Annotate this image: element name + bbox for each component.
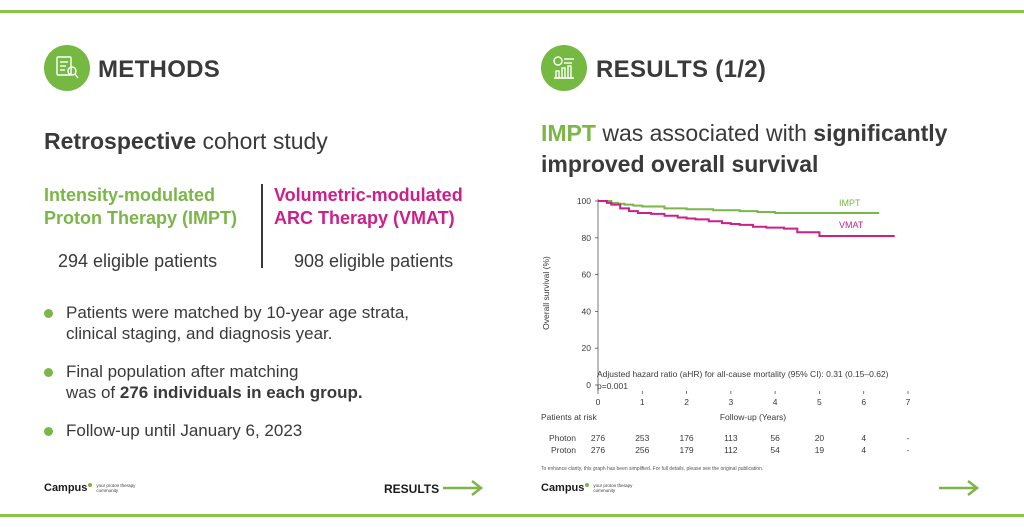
vmat-arm-line2: ARC Therapy (VMAT) bbox=[274, 208, 455, 228]
bottom-rule bbox=[0, 514, 1024, 517]
hazard-ratio-annotation: Adjusted hazard ratio (aHR) for all-caus… bbox=[597, 369, 889, 379]
bullet-line: clinical staging, and diagnosis year. bbox=[66, 324, 333, 343]
y-tick-label: 40 bbox=[582, 306, 592, 316]
impt-count: 294 eligible patients bbox=[58, 251, 218, 271]
x-axis-label: Follow-up (Years) bbox=[720, 412, 786, 422]
x-tick-label: 5 bbox=[817, 397, 822, 407]
results-link[interactable]: RESULTS bbox=[384, 482, 440, 496]
bullet-line: Patients were matched by 10-year age str… bbox=[66, 303, 410, 322]
y-axis-label: Overall survival (%) bbox=[541, 256, 551, 330]
brand-name: Campus bbox=[44, 482, 88, 494]
arm-divider bbox=[261, 184, 263, 268]
impt-arm-line2: Proton Therapy (IMPT) bbox=[44, 208, 237, 228]
campus-logo: Campus your proton therapy community bbox=[541, 482, 653, 494]
brand-tagline: your proton therapy community bbox=[593, 483, 633, 493]
risk-cell: 113 bbox=[724, 433, 738, 443]
risk-cell: - bbox=[907, 445, 910, 455]
risk-cell: 19 bbox=[815, 445, 825, 455]
y-tick-label: 20 bbox=[582, 343, 592, 353]
risk-cell: 4 bbox=[861, 433, 866, 443]
risk-cell: 276 bbox=[591, 433, 605, 443]
study-type-bold: Retrospective bbox=[44, 128, 197, 154]
impt-arm-line1: Intensity-modulated bbox=[44, 185, 216, 205]
bullet-line-2: was of 276 individuals in each group. bbox=[66, 382, 474, 403]
x-tick-label: 1 bbox=[640, 397, 645, 407]
chart-report-icon bbox=[541, 45, 587, 91]
risk-table-title: Patients at risk bbox=[541, 412, 597, 422]
methods-title: METHODS bbox=[98, 56, 221, 83]
risk-cell: 54 bbox=[770, 445, 780, 455]
clipboard-analysis-icon bbox=[44, 45, 90, 91]
risk-cell: 176 bbox=[679, 433, 693, 443]
study-type: Retrospective cohort study bbox=[44, 128, 328, 155]
risk-cell: 276 bbox=[591, 445, 605, 455]
bullet-dot bbox=[44, 368, 53, 377]
risk-cell: - bbox=[907, 433, 910, 443]
bullet-line: Follow-up until January 6, 2023 bbox=[66, 421, 303, 440]
headline-mid: was associated with bbox=[595, 120, 814, 146]
arrow-right-icon[interactable] bbox=[442, 479, 484, 497]
risk-cell: 179 bbox=[679, 445, 693, 455]
x-tick-label: 7 bbox=[906, 397, 911, 407]
bullet-followup: Follow-up until January 6, 2023 bbox=[44, 420, 474, 441]
brand-tagline: your proton therapy community bbox=[96, 483, 136, 493]
risk-row-label: Photon bbox=[549, 433, 576, 443]
risk-row-label: Proton bbox=[551, 445, 576, 455]
vmat-arm-line1: Volumetric-modulated bbox=[274, 185, 463, 205]
brand-dot bbox=[88, 483, 93, 487]
brand-name: Campus bbox=[541, 482, 585, 494]
series-line-vmat bbox=[598, 200, 895, 237]
vmat-count: 908 eligible patients bbox=[294, 251, 454, 271]
headline-bold-1: significantly bbox=[813, 120, 948, 146]
bullet-population: Final population after matching was of 2… bbox=[44, 361, 474, 403]
risk-cell: 112 bbox=[724, 445, 738, 455]
y-tick-label: 80 bbox=[582, 233, 592, 243]
methods-bullets: Patients were matched by 10-year age str… bbox=[44, 302, 474, 458]
series-label-impt: IMPT bbox=[839, 198, 861, 208]
series-label-vmat: VMAT bbox=[839, 220, 864, 230]
impt-arm-label: Intensity-modulated Proton Therapy (IMPT… bbox=[44, 184, 237, 230]
risk-cell: 56 bbox=[770, 433, 780, 443]
x-tick-label: 6 bbox=[861, 397, 866, 407]
y-tick-label: 100 bbox=[577, 196, 591, 206]
bullet-dot bbox=[44, 427, 53, 436]
x-tick-label: 4 bbox=[773, 397, 778, 407]
campus-logo: Campus your proton therapy community bbox=[44, 482, 156, 494]
chart-footnote: To enhance clarity, this graph has been … bbox=[541, 466, 764, 472]
x-tick-label: 2 bbox=[684, 397, 689, 407]
x-tick-label: 3 bbox=[728, 397, 733, 407]
risk-cell: 253 bbox=[635, 433, 649, 443]
series-line-impt bbox=[598, 200, 880, 214]
y-tick-label: 0 bbox=[586, 380, 591, 390]
brand-dot bbox=[585, 483, 590, 487]
results-headline: IMPT was associated with significantly im… bbox=[541, 118, 1011, 180]
vmat-arm-label: Volumetric-modulated ARC Therapy (VMAT) bbox=[274, 184, 463, 230]
y-tick-label: 60 bbox=[582, 270, 592, 280]
results-title: RESULTS (1/2) bbox=[596, 56, 767, 83]
bullet-text: was of bbox=[66, 383, 120, 402]
bullet-text-bold: 276 individuals in each group. bbox=[119, 383, 363, 402]
headline-accent: IMPT bbox=[541, 120, 596, 146]
risk-cell: 256 bbox=[635, 445, 649, 455]
x-tick-label: 0 bbox=[596, 397, 601, 407]
top-rule bbox=[0, 10, 1024, 13]
bullet-matching: Patients were matched by 10-year age str… bbox=[44, 302, 474, 344]
bullet-line: Final population after matching bbox=[66, 362, 299, 381]
study-type-rest: cohort study bbox=[196, 128, 328, 154]
headline-bold-2: improved overall survival bbox=[541, 151, 819, 177]
risk-cell: 4 bbox=[861, 445, 866, 455]
arrow-right-icon[interactable] bbox=[938, 479, 980, 497]
bullet-dot bbox=[44, 309, 53, 318]
p-value-annotation: p=0.001 bbox=[597, 381, 628, 391]
risk-cell: 20 bbox=[815, 433, 825, 443]
